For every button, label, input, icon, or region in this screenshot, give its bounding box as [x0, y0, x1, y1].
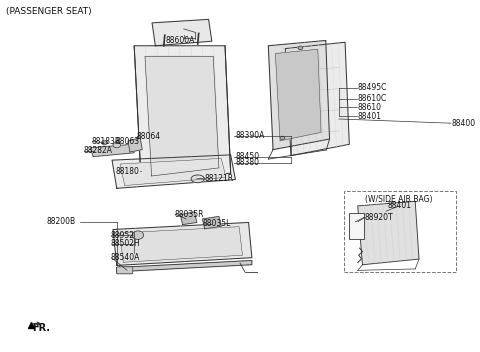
- Text: 88540A: 88540A: [110, 253, 140, 262]
- Bar: [344, 191, 456, 272]
- Polygon shape: [276, 49, 321, 141]
- FancyBboxPatch shape: [117, 267, 133, 274]
- Text: 88063: 88063: [115, 137, 140, 146]
- Bar: [349, 213, 364, 239]
- Circle shape: [280, 136, 285, 140]
- Polygon shape: [358, 201, 419, 265]
- Polygon shape: [117, 260, 252, 272]
- Text: 88064: 88064: [136, 132, 161, 141]
- Text: 88450: 88450: [235, 152, 260, 161]
- Text: 88183R: 88183R: [92, 137, 121, 146]
- Polygon shape: [268, 40, 330, 150]
- Text: FR.: FR.: [32, 323, 50, 333]
- Circle shape: [102, 140, 108, 145]
- Text: 88920T: 88920T: [365, 213, 394, 222]
- Circle shape: [113, 142, 120, 148]
- Polygon shape: [152, 19, 212, 46]
- Text: 88610: 88610: [358, 103, 382, 112]
- Polygon shape: [128, 138, 142, 152]
- Polygon shape: [145, 56, 219, 176]
- Text: (PASSENGER SEAT): (PASSENGER SEAT): [6, 7, 91, 16]
- Text: 88035R: 88035R: [174, 209, 204, 219]
- Ellipse shape: [191, 175, 204, 183]
- Polygon shape: [112, 155, 235, 188]
- Text: 88282A: 88282A: [84, 146, 113, 155]
- Text: 88600A: 88600A: [166, 36, 195, 45]
- Text: 88121R: 88121R: [205, 174, 234, 183]
- Polygon shape: [90, 144, 134, 157]
- Text: 88401: 88401: [387, 201, 411, 210]
- Text: 88610C: 88610C: [358, 94, 387, 103]
- Text: 88952: 88952: [110, 231, 134, 240]
- Text: 88035L: 88035L: [203, 219, 231, 228]
- Text: 88502H: 88502H: [110, 239, 140, 248]
- Polygon shape: [180, 212, 197, 225]
- Polygon shape: [203, 216, 221, 229]
- Polygon shape: [120, 158, 226, 186]
- Text: 88380: 88380: [235, 158, 259, 167]
- Polygon shape: [285, 42, 349, 156]
- Polygon shape: [113, 222, 252, 265]
- Text: 88400: 88400: [452, 119, 476, 128]
- Text: 88495C: 88495C: [358, 83, 387, 93]
- Polygon shape: [134, 46, 231, 183]
- Text: 88180: 88180: [116, 167, 140, 176]
- Text: 88401: 88401: [358, 112, 382, 121]
- Polygon shape: [150, 56, 209, 142]
- Text: (W/SIDE AIR BAG): (W/SIDE AIR BAG): [365, 195, 433, 205]
- Circle shape: [298, 46, 303, 50]
- Text: 88200B: 88200B: [46, 217, 75, 226]
- Circle shape: [132, 231, 144, 239]
- Polygon shape: [120, 227, 242, 262]
- Text: 88390A: 88390A: [235, 131, 265, 140]
